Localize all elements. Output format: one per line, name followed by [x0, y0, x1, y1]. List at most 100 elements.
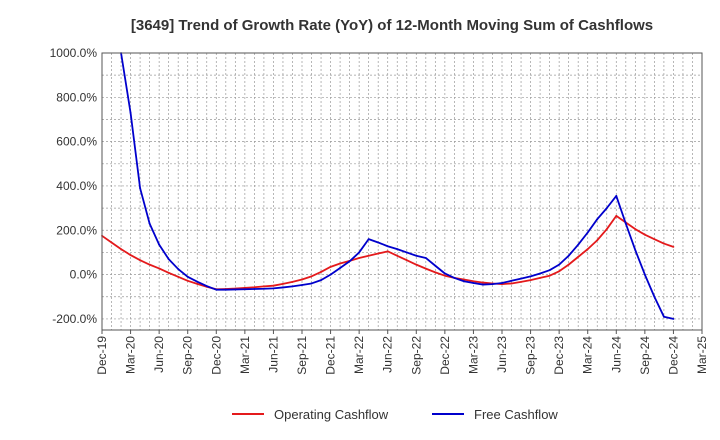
x-tick-label: Dec-24: [666, 336, 680, 375]
x-tick-label: Mar-22: [352, 336, 366, 374]
data-point: [634, 249, 637, 252]
data-point: [377, 252, 380, 255]
data-point: [310, 275, 313, 278]
data-point: [529, 279, 532, 282]
x-tick-label: Mar-24: [581, 336, 595, 374]
plot-frame: [101, 52, 703, 331]
data-point: [139, 187, 142, 190]
data-point: [396, 254, 399, 257]
x-tick-label: Jun-24: [609, 336, 623, 373]
data-point: [539, 277, 541, 279]
data-point: [529, 275, 532, 278]
data-point: [186, 275, 189, 278]
y-tick-label: -200.0%: [52, 312, 97, 326]
data-point: [672, 318, 675, 320]
data-point: [605, 207, 608, 210]
data-point: [186, 279, 189, 282]
x-tick-label: Jun-22: [381, 336, 395, 373]
data-point: [463, 280, 465, 283]
data-point: [367, 254, 370, 257]
data-point: [443, 274, 446, 277]
x-tick-label: Dec-22: [438, 336, 452, 375]
legend-item: Free Cashflow: [432, 407, 558, 422]
data-point: [643, 233, 646, 236]
data-point: [643, 273, 646, 276]
x-tick-label: Mar-21: [238, 336, 252, 374]
data-point: [205, 285, 208, 288]
data-point: [167, 258, 170, 260]
data-point: [310, 282, 313, 285]
data-point: [672, 246, 675, 248]
data-point: [663, 242, 665, 245]
y-tick-label: 0.0%: [70, 268, 98, 282]
x-tick-label: Sep-21: [295, 336, 309, 375]
data-point: [482, 281, 484, 284]
data-point: [129, 254, 132, 256]
x-tick-label: Dec-21: [324, 336, 338, 375]
data-point: [158, 267, 161, 270]
data-point: [348, 260, 351, 263]
data-point: [263, 287, 265, 290]
data-point: [158, 243, 161, 246]
data-point: [339, 267, 341, 269]
data-point: [434, 264, 437, 267]
y-tick-label: 800.0%: [56, 90, 97, 104]
data-point: [386, 250, 389, 253]
data-point: [291, 285, 294, 288]
data-point: [463, 278, 465, 281]
data-point: [358, 257, 361, 259]
x-tick-label: Dec-20: [209, 336, 223, 375]
data-point: [577, 255, 580, 258]
data-point: [129, 111, 132, 114]
data-point: [329, 265, 332, 268]
grid: [102, 53, 702, 330]
legend: Operating Cashflow Free Cashflow: [232, 407, 558, 422]
data-point: [596, 239, 599, 242]
data-point: [196, 283, 199, 285]
data-point: [234, 288, 237, 291]
x-tick-label: Mar-20: [124, 336, 138, 374]
data-point: [510, 279, 513, 282]
data-point: [472, 280, 475, 283]
data-point: [120, 248, 122, 251]
data-point: [167, 271, 170, 274]
y-tick-label: 1000.0%: [50, 46, 98, 60]
data-point: [339, 262, 341, 265]
data-point: [139, 259, 142, 262]
data-point: [520, 277, 522, 280]
data-point: [148, 222, 151, 225]
data-point: [263, 285, 265, 288]
plot-background: [102, 53, 702, 330]
x-tick-label: Sep-22: [409, 336, 423, 375]
data-point: [110, 241, 113, 244]
legend-label: Operating Cashflow: [274, 407, 389, 422]
x-tick-label: Jun-20: [152, 336, 166, 373]
x-axis-ticks: Dec-19 Mar-20 Jun-20 Sep-20 Dec-20 Mar-21 Jun-…: [95, 330, 709, 375]
data-point: [596, 218, 599, 221]
plot-area: [102, 53, 702, 330]
data-point: [482, 283, 484, 286]
data-point: [177, 275, 180, 278]
data-point: [377, 241, 380, 244]
data-point: [243, 288, 246, 291]
data-point: [148, 263, 151, 266]
x-tick-label: Mar-23: [466, 336, 480, 374]
data-point: [567, 263, 570, 266]
data-point: [301, 278, 303, 281]
data-point: [586, 231, 589, 234]
data-point: [415, 254, 418, 257]
x-tick-label: Dec-19: [95, 336, 109, 375]
data-point: [472, 282, 475, 284]
x-tick-label: Jun-23: [495, 336, 509, 373]
data-point: [405, 259, 408, 262]
data-point: [415, 263, 418, 266]
x-tick-label: Sep-24: [638, 336, 652, 375]
data-point: [558, 270, 561, 273]
data-point: [282, 283, 284, 285]
data-point: [453, 277, 456, 279]
data-point: [224, 288, 227, 291]
data-point: [443, 272, 446, 275]
legend-item: Operating Cashflow: [232, 407, 389, 422]
x-tick-label: Jun-21: [266, 336, 280, 373]
